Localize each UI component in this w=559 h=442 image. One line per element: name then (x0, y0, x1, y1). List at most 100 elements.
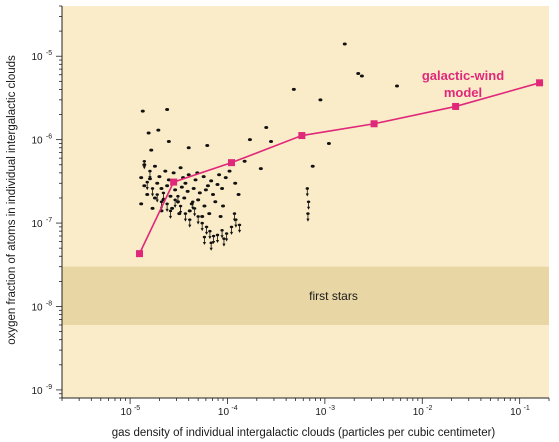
y-tick-label: 10 (31, 386, 43, 397)
upper-limit-dot (145, 180, 149, 184)
upper-limit-dot (155, 193, 159, 196)
upper-limit-points (142, 160, 311, 251)
x-tick-label: 10 (218, 407, 230, 418)
down-arrow-icon (306, 206, 311, 210)
down-arrow-icon (191, 206, 195, 210)
measurement-point (196, 198, 201, 202)
measurement-point (178, 166, 183, 170)
measurement-point (165, 184, 170, 188)
down-arrow-icon (196, 221, 200, 225)
upper-limit-point (204, 225, 209, 235)
x-tick-label-exponent: -2 (426, 405, 432, 412)
down-arrow-icon (225, 238, 229, 242)
upper-limit-dot (165, 202, 169, 206)
upper-limit-point (155, 193, 159, 203)
upper-limit-dot (196, 215, 200, 218)
measurement-point (163, 169, 168, 173)
upper-limit-point (183, 212, 188, 222)
measurement-point (205, 144, 210, 148)
model-marker (370, 120, 378, 128)
down-arrow-icon (237, 229, 242, 233)
upper-limit-dot (232, 212, 237, 215)
upper-limit-dot (202, 235, 207, 239)
upper-limit-dot (306, 200, 311, 204)
x-tick-label: 10 (315, 407, 327, 418)
upper-limit-point (209, 241, 213, 251)
x-tick-label-exponent: -1 (524, 405, 530, 412)
upper-limit-dot (176, 194, 180, 198)
down-arrow-icon (211, 240, 216, 244)
upper-limit-dot (215, 233, 220, 237)
upper-limit-point (150, 187, 155, 197)
measurement-point (139, 202, 144, 206)
down-arrow-icon (165, 208, 169, 212)
upper-limit-point (202, 235, 207, 246)
down-arrow-icon (193, 213, 197, 217)
y-tick-label-exponent: -5 (46, 50, 52, 57)
measurement-point (171, 171, 176, 175)
down-arrow-icon (209, 247, 213, 251)
upper-limit-point (145, 180, 149, 191)
measurement-point (356, 72, 361, 76)
y-tick-label-exponent: -6 (46, 134, 52, 141)
x-tick-label: 10 (121, 407, 133, 418)
measurement-point (227, 169, 232, 173)
upper-limit-dot (159, 200, 164, 204)
upper-limit-point (229, 225, 234, 235)
upper-limit-point (306, 212, 310, 222)
measurement-point (310, 164, 315, 168)
upper-limit-point (306, 200, 311, 210)
measurement-point (318, 98, 323, 102)
down-arrow-icon (234, 224, 238, 228)
measurement-point (200, 214, 205, 218)
measurement-point (166, 178, 171, 182)
y-tick-label: 10 (31, 52, 43, 63)
first-stars-band (62, 266, 549, 326)
measurement-point (247, 138, 252, 142)
x-tick-label-exponent: -5 (134, 405, 140, 412)
upper-limit-point (200, 221, 204, 232)
upper-limit-dot (306, 212, 310, 215)
measurement-point (205, 184, 210, 188)
upper-limit-dot (161, 191, 166, 195)
measurement-point (191, 186, 196, 190)
measurement-point (147, 177, 152, 181)
measurement-point (193, 178, 198, 182)
measurement-point (186, 146, 191, 150)
y-tick-label: 10 (31, 136, 43, 147)
upper-limit-point (220, 228, 224, 239)
upper-limit-point (215, 233, 220, 243)
model-label-line-1: galactic-wind (422, 68, 504, 83)
down-arrow-icon (232, 218, 237, 222)
down-arrow-icon (222, 243, 226, 247)
upper-limit-point (232, 212, 237, 222)
measurement-point (166, 140, 171, 144)
measurement-point (220, 186, 225, 190)
upper-limit-point (196, 215, 200, 225)
measurement-point (221, 204, 226, 208)
upper-limit-dot (148, 169, 152, 173)
measurement-point (242, 159, 247, 163)
down-arrow-icon (215, 239, 220, 243)
measurement-point (179, 185, 184, 189)
down-arrow-icon (145, 187, 149, 191)
measurement-point (140, 109, 145, 113)
model-marker (228, 159, 236, 167)
measurement-point (213, 200, 218, 204)
measurement-point (150, 206, 155, 210)
y-tick-label-exponent: -7 (46, 217, 52, 224)
upper-limit-point (237, 223, 242, 233)
measurement-point (269, 140, 274, 144)
measurement-point (145, 193, 150, 197)
down-arrow-icon (188, 224, 192, 228)
measurement-point (187, 209, 192, 213)
measurement-point (139, 176, 144, 180)
down-arrow-icon (306, 218, 310, 222)
upper-limit-dot (224, 232, 229, 235)
measurement-point (142, 163, 147, 167)
model-marker (536, 79, 544, 87)
model-label-line-2: model (444, 85, 482, 100)
y-tick-label-exponent: -9 (46, 384, 52, 391)
upper-limit-dot (209, 241, 213, 245)
down-arrow-icon (173, 204, 177, 208)
